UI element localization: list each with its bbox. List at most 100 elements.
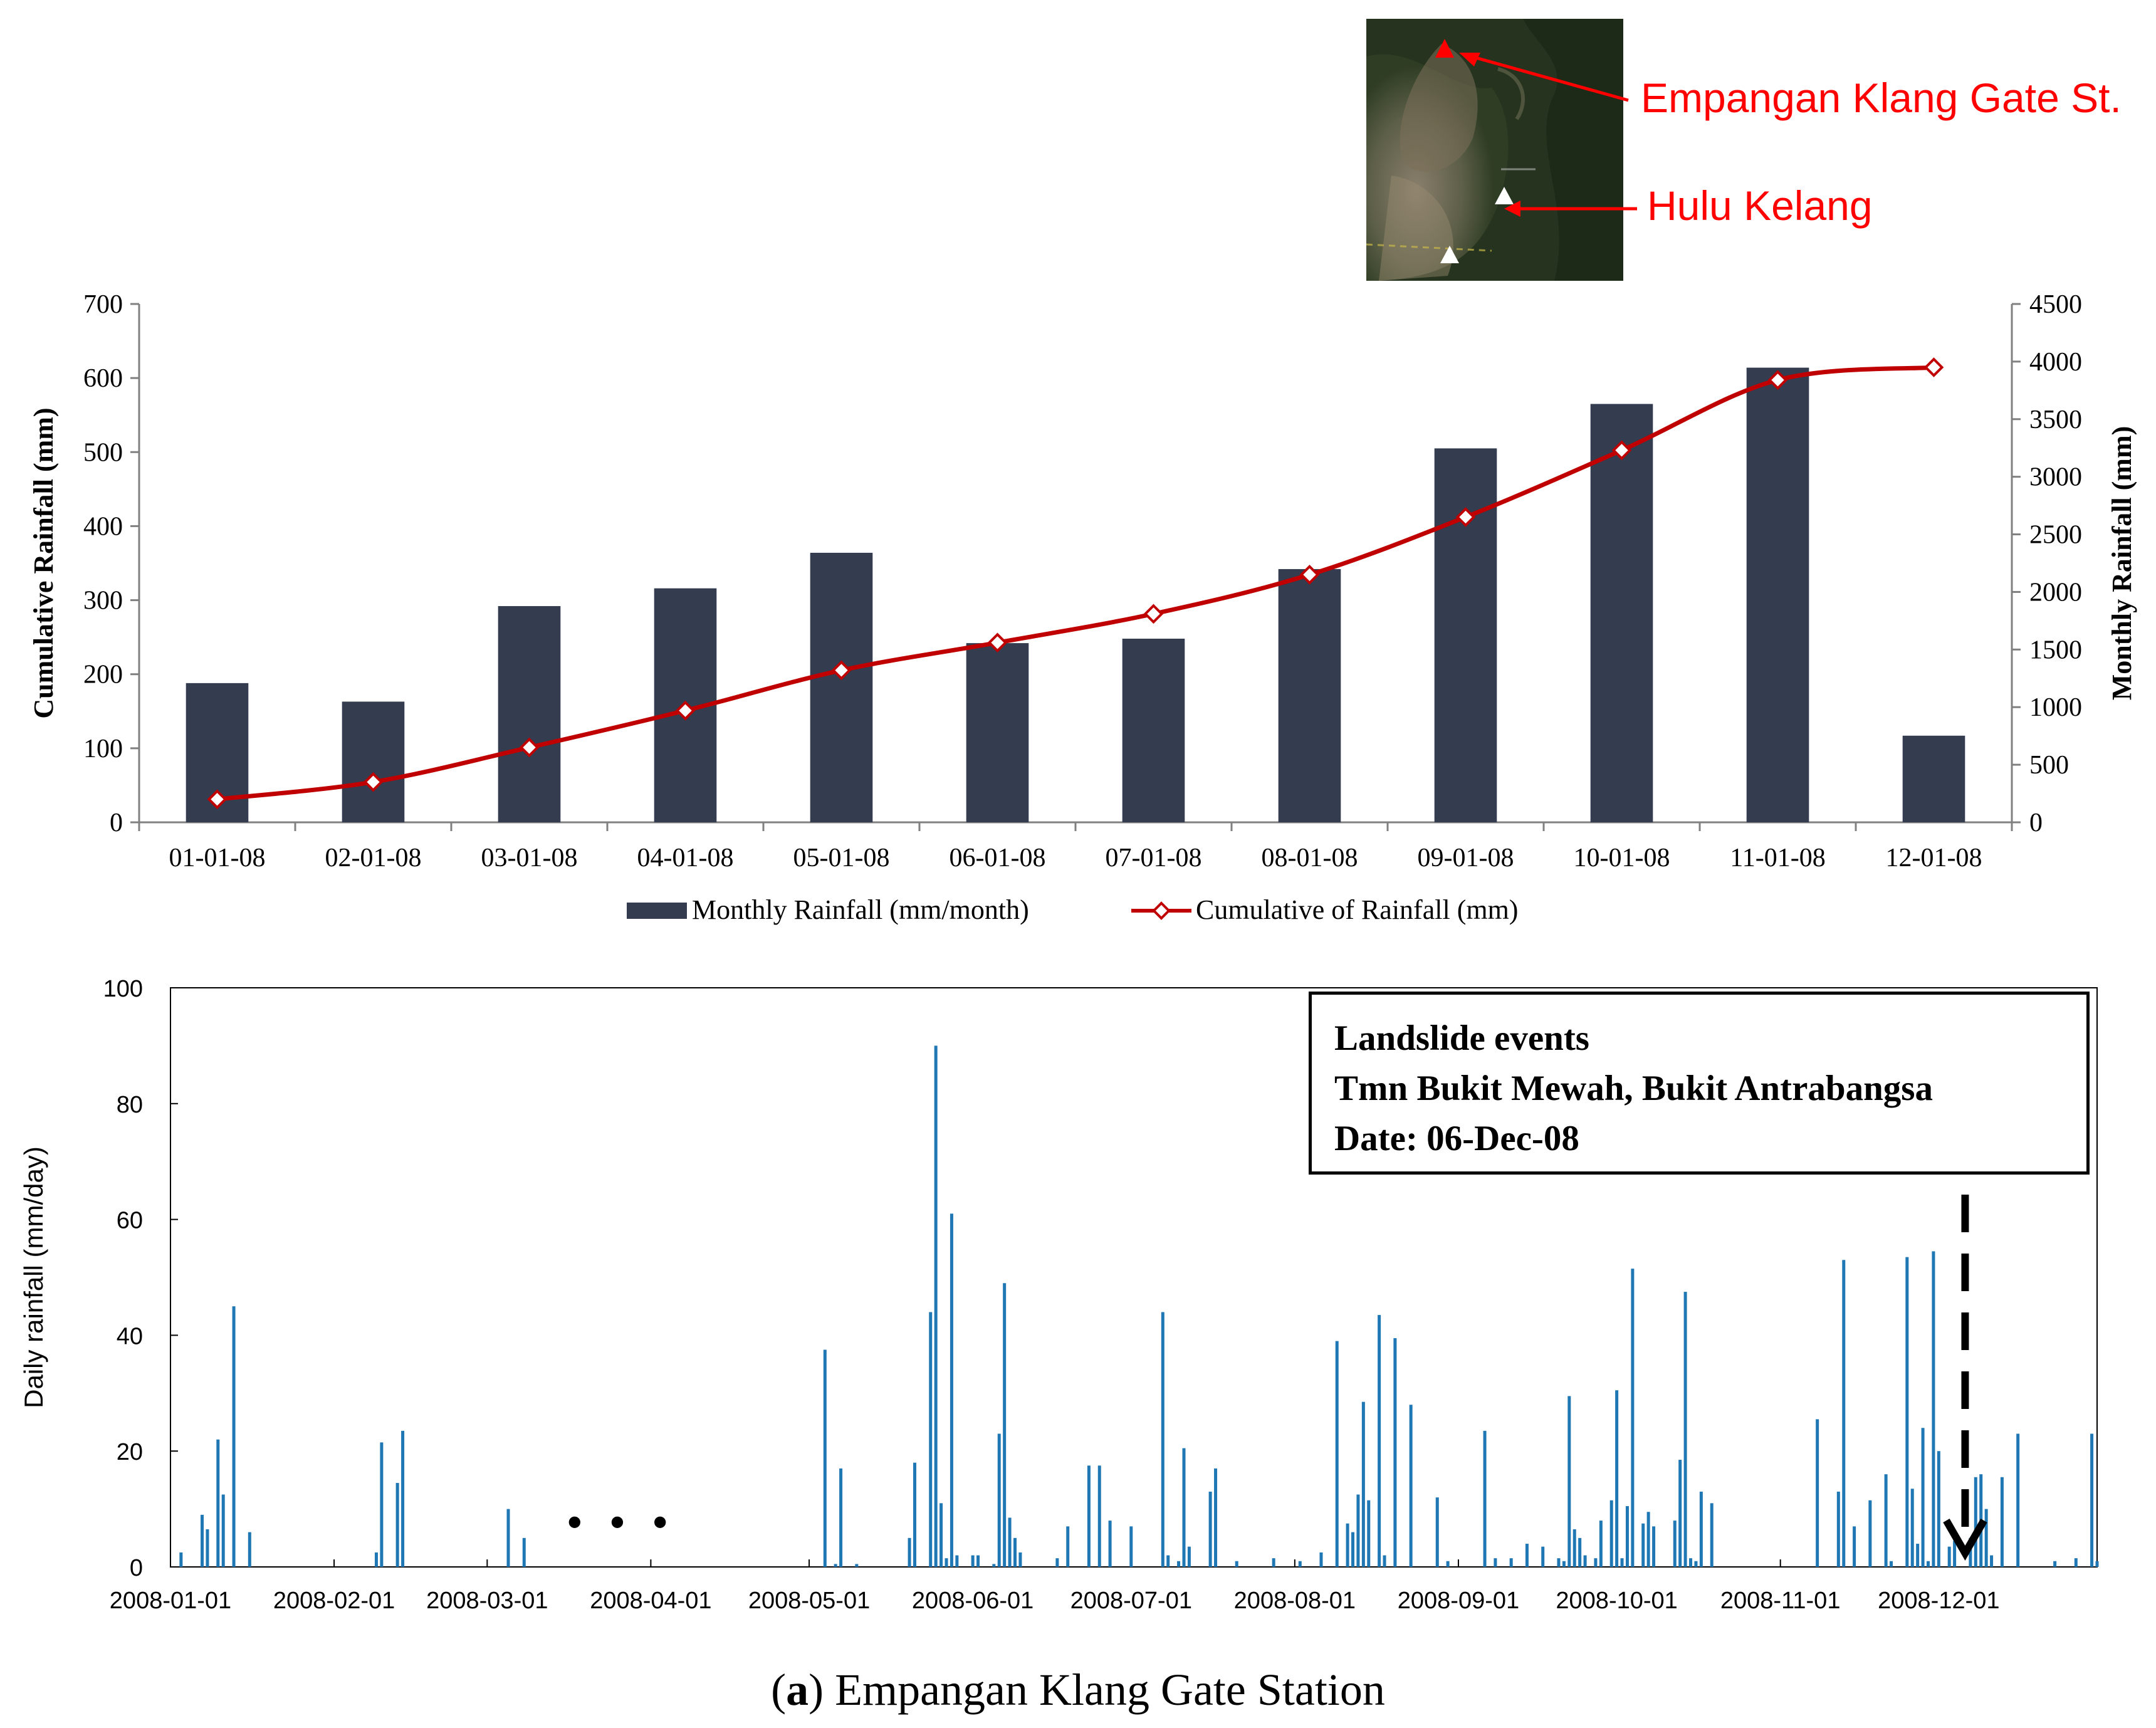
chart2-x-tick-label: 2008-02-01	[273, 1588, 395, 1614]
cumulative-rainfall-point	[1923, 357, 1944, 377]
daily-rainfall-bar	[1853, 1526, 1856, 1567]
daily-rainfall-bar	[1018, 1552, 1022, 1567]
daily-rainfall-bar	[1557, 1558, 1561, 1567]
cumulative-rainfall-point	[1299, 565, 1320, 585]
daily-rainfall-bar	[1990, 1555, 1994, 1567]
daily-rainfall-bar	[1567, 1396, 1571, 1567]
daily-rainfall-bar	[1013, 1537, 1017, 1567]
daily-rainfall-bar	[2074, 1558, 2078, 1567]
daily-rainfall-bar	[1816, 1419, 1819, 1567]
daily-rainfall-bar	[913, 1462, 916, 1567]
daily-rainfall-bar	[1235, 1561, 1238, 1567]
cumulative-rainfall-point	[1767, 370, 1788, 390]
daily-rainfall-bar	[1066, 1526, 1070, 1567]
event-line-3: Date: 06-Dec-08	[1334, 1119, 1579, 1158]
daily-rainfall-bar	[1836, 1491, 1840, 1567]
daily-rainfall-bar	[934, 1045, 938, 1567]
daily-rainfall-bar	[1367, 1500, 1371, 1567]
daily-rainfall-bar	[2016, 1433, 2020, 1567]
chart2-y-tick-label: 40	[117, 1323, 143, 1349]
cumulative-rainfall-curve	[217, 365, 1934, 802]
chart1-category-label: 05-01-08	[793, 844, 890, 872]
chart2-frame	[170, 987, 2098, 1568]
station-marker-empangan	[1435, 39, 1454, 58]
daily-rainfall-bar	[939, 1503, 943, 1567]
monthly-rainfall-bar	[1590, 404, 1653, 822]
monthly-rainfall-bar	[1746, 367, 1809, 822]
chart2-labels: 0 20 40 60 80 100 2008-01-01 2008-02-01 2008-03-…	[19, 976, 2000, 1614]
event-arrow	[1943, 1195, 1987, 1561]
daily-rainfall-bar	[1620, 1558, 1624, 1567]
daily-rainfall-bar	[1541, 1546, 1545, 1567]
chart1-right-tick-label: 3000	[2029, 463, 2082, 492]
daily-rainfall-bar	[506, 1509, 510, 1567]
landslide-event-box: Landslide events Tmn Bukit Mewah, Bukit …	[1309, 992, 2090, 1175]
daily-rainfall-bar	[1187, 1546, 1191, 1567]
daily-rainfall-bar	[2000, 1477, 2004, 1567]
cumulative-rainfall-point	[207, 789, 228, 810]
chart1-category-label: 12-01-08	[1886, 844, 1982, 872]
chart1-category-label: 03-01-08	[481, 844, 578, 872]
callout-line-empangan	[1466, 53, 1629, 102]
monthly-rainfall-bar	[1902, 735, 1965, 822]
chart2-y-tick-label: 60	[117, 1208, 143, 1234]
daily-rainfall-bar	[1710, 1503, 1714, 1567]
legend-line-label: Cumulative of Rainfall (mm)	[1196, 894, 1518, 925]
chart2-x-tick-label: 2008-03-01	[426, 1588, 548, 1614]
chart2-x-tick-label: 2008-09-01	[1398, 1588, 1519, 1614]
chart2-x-tick-label: 2008-06-01	[912, 1588, 1034, 1614]
daily-rainfall-bar	[1525, 1544, 1529, 1567]
chart1-right-axis-title: Monthly Rainfall (mm)	[2106, 426, 2137, 701]
daily-rainfall-bar	[1177, 1561, 1181, 1567]
chart1-category-label: 02-01-08	[325, 844, 422, 872]
daily-rainfall-bar	[1055, 1558, 1059, 1567]
chart1-right-tick-label: 2500	[2029, 521, 2082, 550]
daily-rainfall-bar	[1166, 1555, 1170, 1567]
chart1-left-axis-title: Cumulative Rainfall (mm)	[28, 407, 59, 718]
chart2-axes	[170, 987, 2098, 1568]
chart2-x-tick-label: 2008-10-01	[1556, 1588, 1677, 1614]
daily-rainfall-bar	[1335, 1341, 1339, 1567]
chart1-right-tick-label: 1500	[2029, 636, 2082, 664]
daily-rainfall-bar	[1008, 1517, 1012, 1567]
daily-rainfall-chart: 0 20 40 60 80 100 2008-01-01 2008-02-01 2008-03-…	[19, 976, 2099, 1614]
daily-rainfall-bar	[1937, 1451, 1940, 1567]
cumulative-rainfall-point	[987, 632, 1008, 653]
daily-rainfall-bar	[1890, 1561, 1893, 1567]
figure-caption: (a) Empangan Klang Gate Station	[0, 1664, 2156, 1716]
daily-rainfall-bar	[823, 1349, 827, 1567]
chart2-y-tick-label: 80	[117, 1092, 143, 1118]
monthly-rainfall-bar	[1434, 448, 1497, 822]
callout-label-hulu-kelang: Hulu Kelang	[1647, 182, 1873, 229]
daily-rainfall-bar	[1435, 1497, 1439, 1567]
chart2-x-tick-label: 2008-12-01	[1878, 1588, 1999, 1614]
daily-rainfall-bar	[201, 1514, 204, 1567]
event-line-2: Tmn Bukit Mewah, Bukit Antrabangsa	[1334, 1069, 1933, 1108]
caption-text: ) Empangan Klang Gate Station	[808, 1665, 1385, 1715]
chart2-x-tick-label: 2008-08-01	[1234, 1588, 1356, 1614]
chart1-category-label: 04-01-08	[637, 844, 734, 872]
daily-rainfall-bar	[1953, 1541, 1957, 1567]
station-marker-hulu-kelang	[1495, 187, 1514, 204]
chart1-left-tick-label: 500	[83, 438, 123, 467]
daily-rainfall-bar	[232, 1306, 236, 1567]
daily-rainfall-bar	[1641, 1523, 1645, 1567]
chart2-y-tick-label: 100	[103, 976, 143, 1002]
daily-rainfall-bar	[1646, 1512, 1650, 1567]
caption-letter: a	[786, 1665, 809, 1715]
daily-rainfall-bar	[395, 1483, 399, 1567]
daily-rainfall-bar	[206, 1529, 209, 1567]
daily-rainfall-bar	[1599, 1521, 1603, 1567]
daily-rainfall-bar	[1974, 1477, 1977, 1567]
chart1-right-tick-label: 4500	[2029, 290, 2082, 319]
daily-rainfall-bar	[380, 1442, 384, 1567]
chart1-right-tick-label: 500	[2029, 751, 2069, 780]
station-marker-other	[1440, 246, 1459, 263]
monthly-rainfall-bar	[810, 552, 873, 822]
chart1-left-tick-label: 200	[83, 661, 123, 689]
chart1-category-label: 01-01-08	[169, 844, 266, 872]
chart1-category-label: 11-01-08	[1730, 844, 1825, 872]
chart1-category-label: 06-01-08	[950, 844, 1046, 872]
chart1-right-tick-label: 1000	[2029, 693, 2082, 722]
daily-rainfall-bar	[179, 1552, 183, 1567]
